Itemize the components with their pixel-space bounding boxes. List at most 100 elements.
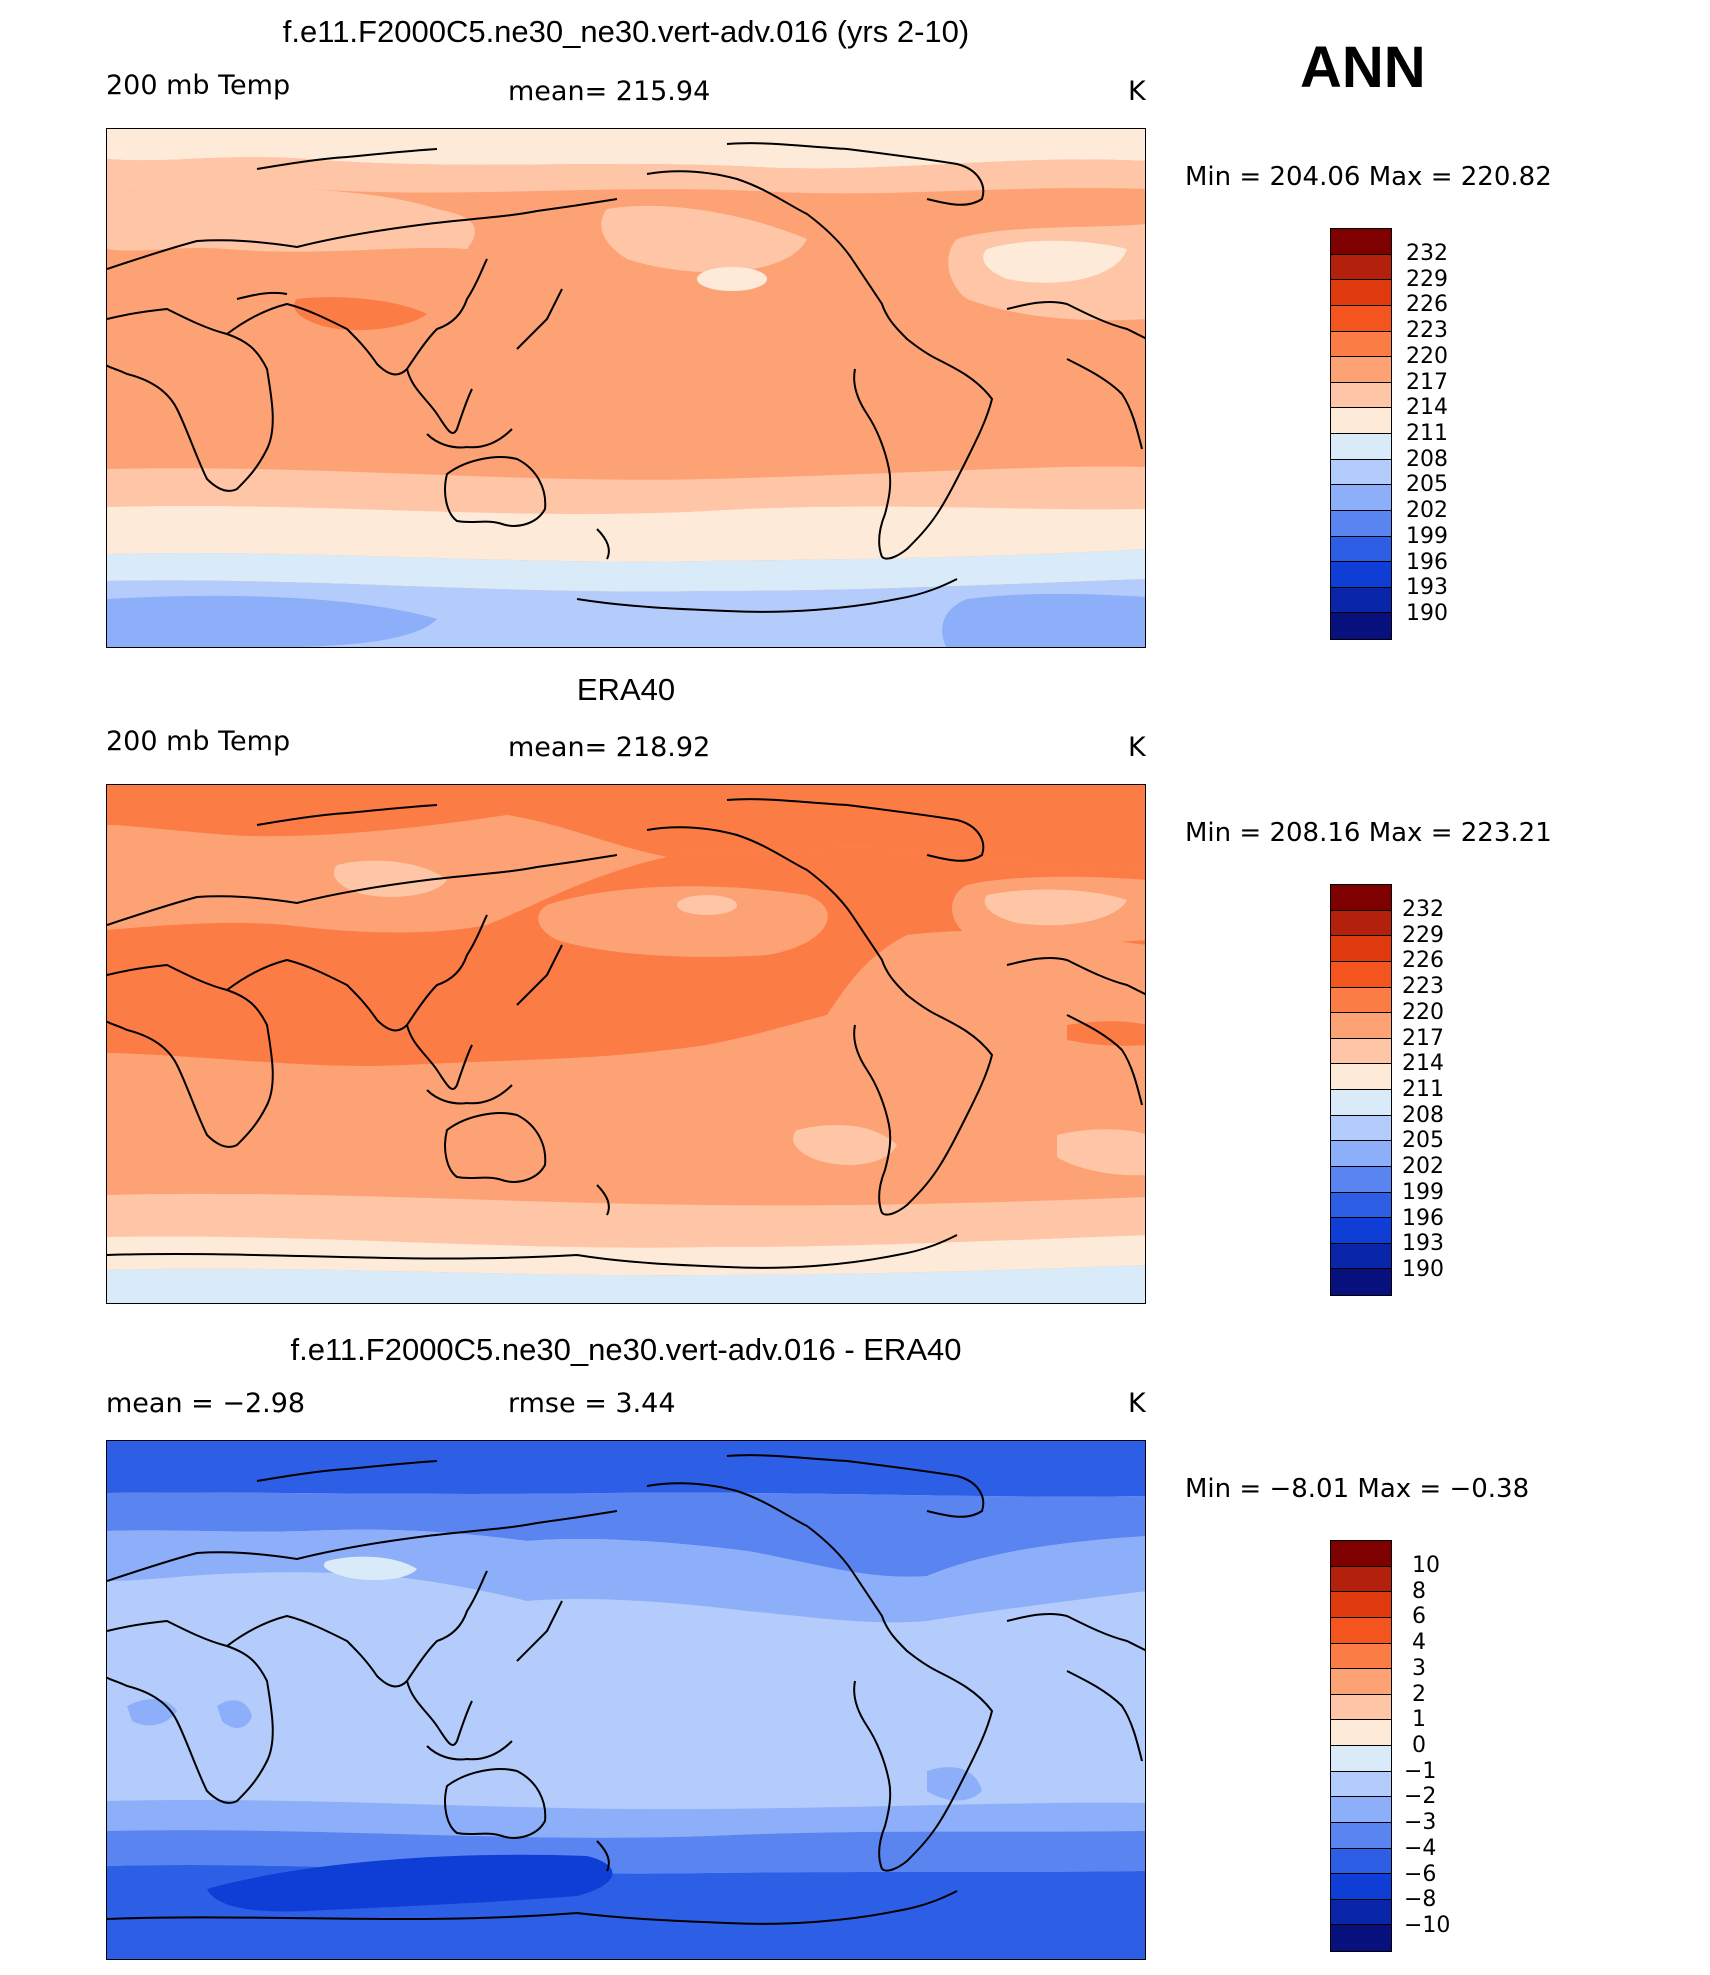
panel1-mean-label: mean= 215.94 — [508, 76, 711, 107]
colorbar-tick-label: 202 — [1402, 1154, 1444, 1179]
colorbar-tick-label: 208 — [1406, 447, 1448, 472]
panel2-units-label: K — [1128, 732, 1146, 763]
panel2-colorbar-swatch — [1331, 1192, 1391, 1219]
colorbar-tick-label: 190 — [1406, 601, 1448, 626]
panel2-minmax: Min = 208.16 Max = 223.21 — [1185, 818, 1552, 848]
panel1-title: f.e11.F2000C5.ne30_ne30.vert-adv.016 (yr… — [282, 14, 970, 49]
colorbar-tick-label: −6 — [1404, 1862, 1437, 1887]
panel2-colorbar-swatch — [1331, 885, 1391, 911]
colorbar-tick-label: 202 — [1406, 498, 1448, 523]
panel1-colorbar-swatch — [1331, 434, 1391, 460]
panel3-colorbar-swatch — [1331, 1797, 1391, 1823]
panel2-mean-label: mean= 218.92 — [508, 732, 711, 763]
colorbar-tick-label: 0 — [1412, 1733, 1426, 1758]
panel1-minmax: Min = 204.06 Max = 220.82 — [1185, 162, 1552, 192]
panel1-units-label: K — [1128, 76, 1146, 107]
colorbar-tick-label: 232 — [1406, 241, 1448, 266]
colorbar-tick-label: −2 — [1404, 1784, 1437, 1809]
panel1-colorbar-swatch — [1331, 587, 1391, 614]
panel2-colorbar-swatch — [1331, 936, 1391, 962]
colorbar-tick-label: 223 — [1406, 318, 1448, 343]
panel3-colorbar-swatch — [1331, 1720, 1391, 1746]
panel3-rmse-label: rmse = 3.44 — [508, 1388, 676, 1419]
panel3-colorbar-swatch — [1331, 1848, 1391, 1875]
panel3-colorbar-swatch — [1331, 1925, 1391, 1951]
colorbar-tick-label: 217 — [1402, 1026, 1444, 1051]
panel2-colorbar-swatch — [1331, 1166, 1391, 1193]
panel3-colorbar-swatch — [1331, 1822, 1391, 1849]
panel2-colorbar-swatch — [1331, 1064, 1391, 1090]
colorbar-tick-label: 223 — [1402, 974, 1444, 999]
panel2-colorbar-swatch — [1331, 910, 1391, 937]
colorbar-tick-label: 6 — [1412, 1604, 1426, 1629]
colorbar-tick-label: −10 — [1404, 1913, 1451, 1938]
panel3-colorbar-swatch — [1331, 1771, 1391, 1798]
panel2-colorbar-swatch — [1331, 961, 1391, 988]
panel2-colorbar-swatch — [1331, 1243, 1391, 1270]
panel3-colorbar-swatch — [1331, 1746, 1391, 1772]
season-label: ANN — [1300, 35, 1426, 100]
panel1-variable-label: 200 mb Temp — [106, 70, 291, 101]
panel3-colorbar — [1330, 1540, 1392, 1952]
colorbar-tick-label: −4 — [1404, 1836, 1437, 1861]
panel1-colorbar-swatch — [1331, 562, 1391, 588]
colorbar-tick-label: 199 — [1406, 524, 1448, 549]
colorbar-tick-label: 220 — [1406, 344, 1448, 369]
colorbar-tick-label: 226 — [1402, 948, 1444, 973]
colorbar-tick-label: 211 — [1406, 421, 1448, 446]
panel3-colorbar-swatch — [1331, 1566, 1391, 1593]
panel2-colorbar-swatch — [1331, 1269, 1391, 1295]
panel2-map — [106, 784, 1146, 1304]
panel2-colorbar-swatch — [1331, 987, 1391, 1014]
colorbar-tick-label: 193 — [1406, 575, 1448, 600]
panel1-colorbar — [1330, 228, 1392, 640]
panel2-title: ERA40 — [576, 672, 676, 707]
colorbar-tick-label: 214 — [1406, 395, 1448, 420]
panel1-colorbar-swatch — [1331, 254, 1391, 281]
panel1-colorbar-swatch — [1331, 280, 1391, 306]
colorbar-tick-label: 208 — [1402, 1103, 1444, 1128]
panel2-colorbar-swatch — [1331, 1141, 1391, 1167]
colorbar-tick-label: 229 — [1402, 923, 1444, 948]
panel1-colorbar-swatch — [1331, 536, 1391, 563]
panel2-colorbar-swatch — [1331, 1218, 1391, 1244]
colorbar-tick-label: 3 — [1412, 1656, 1426, 1681]
panel3-mean-label: mean = −2.98 — [106, 1388, 306, 1419]
colorbar-tick-label: 211 — [1402, 1077, 1444, 1102]
panel1-colorbar-swatch — [1331, 357, 1391, 383]
panel1-colorbar-swatch — [1331, 510, 1391, 537]
colorbar-tick-label: −8 — [1404, 1887, 1437, 1912]
colorbar-tick-label: 214 — [1402, 1051, 1444, 1076]
panel3-units-label: K — [1128, 1388, 1146, 1419]
colorbar-tick-label: 8 — [1412, 1579, 1426, 1604]
colorbar-tick-label: 190 — [1402, 1257, 1444, 1282]
colorbar-tick-label: 2 — [1412, 1682, 1426, 1707]
panel1-colorbar-swatch — [1331, 229, 1391, 255]
colorbar-tick-label: −3 — [1404, 1810, 1437, 1835]
colorbar-tick-label: 193 — [1402, 1231, 1444, 1256]
panel3-colorbar-swatch — [1331, 1899, 1391, 1926]
colorbar-tick-label: 217 — [1406, 370, 1448, 395]
colorbar-tick-label: 1 — [1412, 1707, 1426, 1732]
panel2-colorbar-swatch — [1331, 1115, 1391, 1142]
panel1-map — [106, 128, 1146, 648]
panel3-colorbar-swatch — [1331, 1643, 1391, 1670]
panel3-colorbar-swatch — [1331, 1541, 1391, 1567]
panel3-colorbar-swatch — [1331, 1617, 1391, 1644]
panel1-colorbar-swatch — [1331, 331, 1391, 358]
colorbar-tick-label: 229 — [1406, 267, 1448, 292]
colorbar-tick-label: −1 — [1404, 1759, 1437, 1784]
panel2-colorbar — [1330, 884, 1392, 1296]
colorbar-tick-label: 232 — [1402, 897, 1444, 922]
colorbar-tick-label: 205 — [1406, 472, 1448, 497]
colorbar-tick-label: 4 — [1412, 1630, 1426, 1655]
colorbar-tick-label: 196 — [1402, 1206, 1444, 1231]
colorbar-tick-label: 10 — [1412, 1553, 1440, 1578]
panel2-colorbar-swatch — [1331, 1038, 1391, 1065]
panel2-colorbar-swatch — [1331, 1013, 1391, 1039]
panel2-colorbar-swatch — [1331, 1090, 1391, 1116]
panel3-colorbar-swatch — [1331, 1669, 1391, 1695]
colorbar-tick-label: 196 — [1406, 550, 1448, 575]
panel3-colorbar-swatch — [1331, 1874, 1391, 1900]
panel1-colorbar-swatch — [1331, 485, 1391, 511]
